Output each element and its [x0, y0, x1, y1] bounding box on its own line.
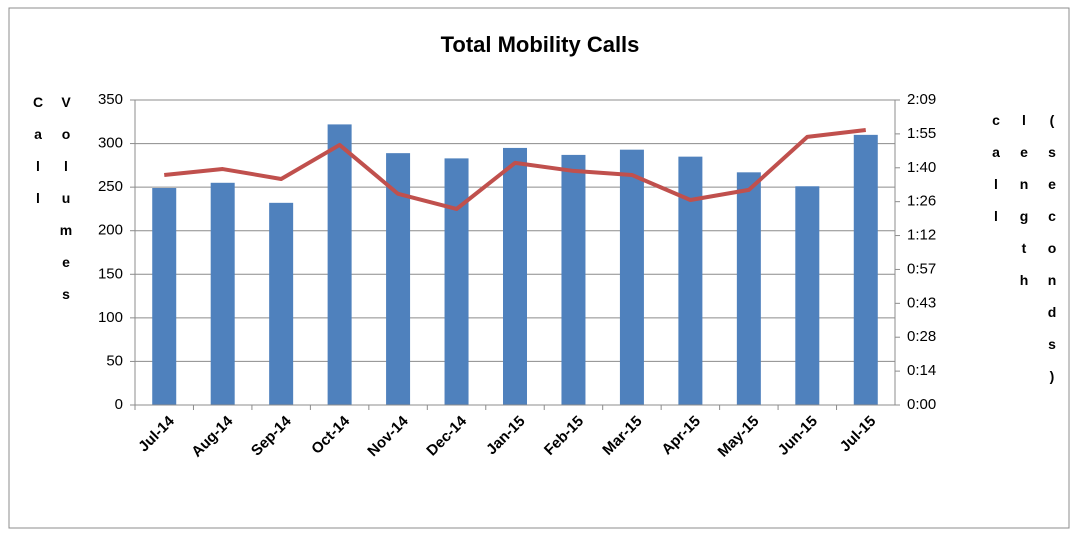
y2-tick-label: 0:43 [907, 294, 936, 311]
y-tick-label: 150 [98, 265, 123, 282]
y-tick-label: 300 [98, 135, 123, 152]
bar [736, 172, 761, 405]
bar [561, 154, 586, 405]
y-axis-label: Call Volumes [30, 94, 74, 318]
bar [795, 186, 820, 405]
y2-tick-label: 0:00 [907, 396, 936, 413]
y-tick-label: 200 [98, 222, 123, 239]
y2-tick-label: 1:26 [907, 193, 936, 210]
bar [269, 202, 294, 405]
y2-axis-label: call length (seconds) [988, 112, 1060, 400]
y2-tick-label: 1:55 [907, 125, 936, 142]
bar [327, 124, 352, 406]
y2-tick-label: 1:40 [907, 159, 936, 176]
y-tick-label: 100 [98, 309, 123, 326]
bar [853, 134, 878, 405]
bar [444, 158, 469, 405]
bar [386, 153, 411, 405]
y-tick-label: 0 [115, 396, 123, 413]
y2-tick-label: 0:14 [907, 362, 936, 379]
bar [678, 156, 703, 405]
chart-border [8, 7, 1070, 529]
bar [152, 188, 177, 405]
y2-tick-label: 0:57 [907, 260, 936, 277]
y-tick-label: 250 [98, 178, 123, 195]
y2-tick-label: 0:28 [907, 328, 936, 345]
bar [619, 149, 644, 405]
y2-tick-label: 1:12 [907, 227, 936, 244]
line [164, 128, 867, 211]
bar [503, 147, 527, 405]
y2-tick-label: 2:09 [907, 91, 936, 108]
bar [210, 182, 235, 405]
chart-title: Total Mobility Calls [441, 32, 640, 57]
y-tick-label: 50 [106, 352, 123, 369]
y-tick-label: 350 [98, 91, 123, 108]
